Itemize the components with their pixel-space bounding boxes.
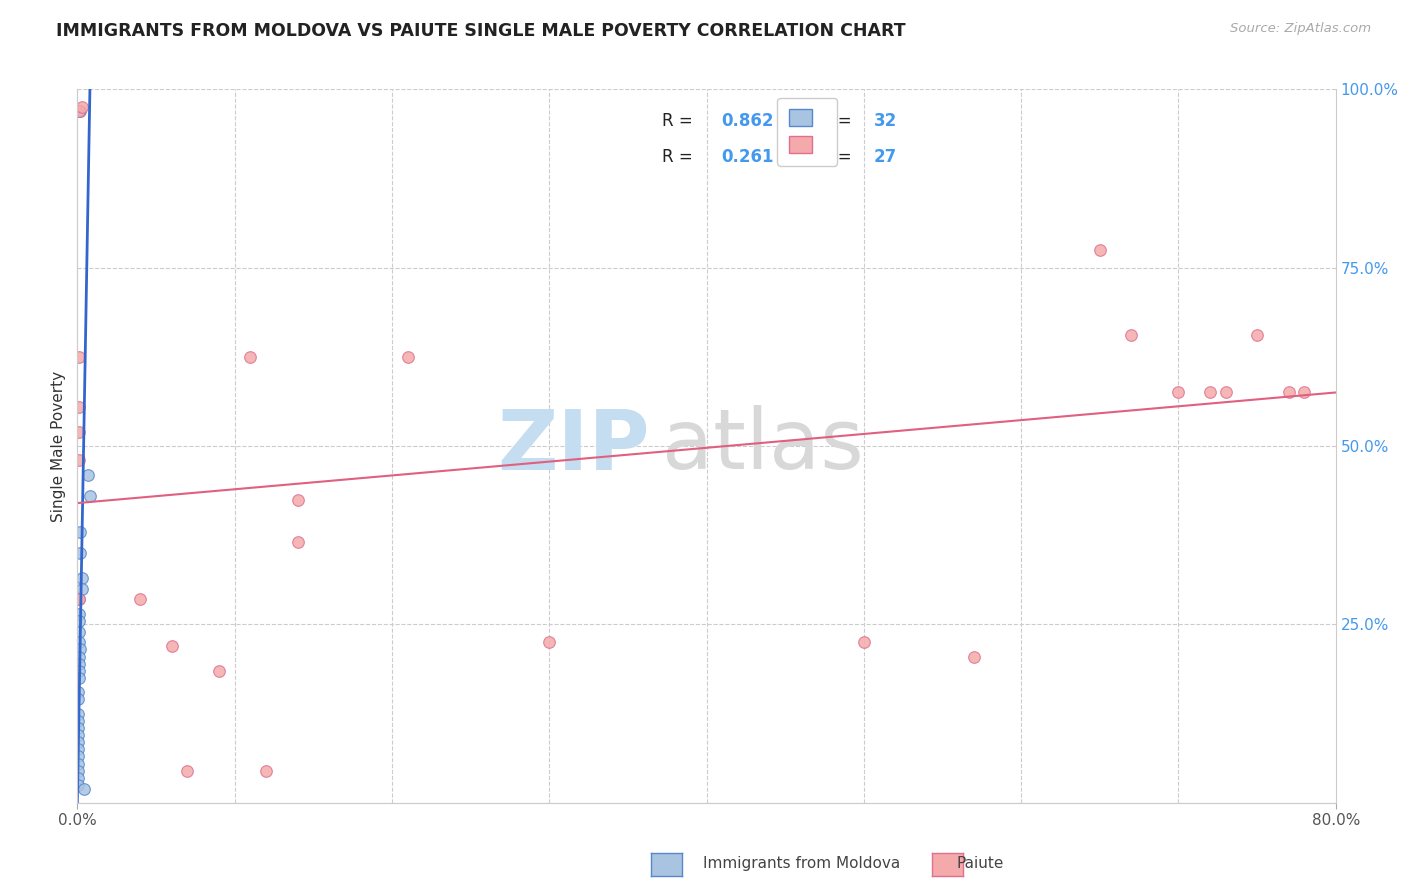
- Point: [70, 571, 93, 585]
- Point: [963, 649, 986, 664]
- Text: N =: N =: [820, 148, 856, 166]
- Point: [1199, 385, 1222, 400]
- Point: [538, 635, 561, 649]
- Point: [1121, 328, 1143, 343]
- Point: [72, 781, 94, 796]
- Text: R =: R =: [662, 112, 699, 130]
- Text: Paiute: Paiute: [956, 856, 1004, 871]
- Point: [67, 624, 90, 639]
- Point: [69, 524, 91, 539]
- Point: [396, 350, 419, 364]
- Point: [67, 103, 90, 118]
- Point: [67, 350, 90, 364]
- Point: [67, 103, 90, 118]
- Text: ZIP: ZIP: [498, 406, 650, 486]
- Point: [67, 453, 90, 467]
- Legend: , : ,: [778, 97, 837, 166]
- Point: [287, 535, 309, 549]
- Point: [69, 546, 91, 560]
- Point: [70, 100, 93, 114]
- Text: 27: 27: [875, 148, 897, 166]
- Point: [66, 714, 89, 728]
- Point: [287, 492, 309, 507]
- Point: [70, 582, 93, 596]
- Point: [67, 657, 90, 671]
- Point: [66, 706, 89, 721]
- Point: [77, 467, 100, 482]
- Point: [67, 607, 90, 621]
- Point: [67, 592, 90, 607]
- Point: [66, 721, 89, 735]
- Text: R =: R =: [662, 148, 699, 166]
- Point: [66, 685, 89, 699]
- Point: [67, 400, 90, 414]
- Text: atlas: atlas: [662, 406, 865, 486]
- Text: 32: 32: [875, 112, 897, 130]
- Text: 0.862: 0.862: [721, 112, 775, 130]
- Point: [66, 778, 89, 792]
- Point: [254, 764, 277, 778]
- Point: [79, 489, 101, 503]
- Point: [67, 664, 90, 678]
- Point: [1167, 385, 1189, 400]
- Point: [1088, 243, 1111, 257]
- Point: [208, 664, 231, 678]
- Point: [66, 771, 89, 785]
- Text: 0.261: 0.261: [721, 148, 775, 166]
- Point: [67, 649, 90, 664]
- Point: [67, 592, 90, 607]
- Point: [239, 350, 262, 364]
- Point: [129, 592, 152, 607]
- Point: [66, 756, 89, 771]
- Point: [67, 425, 90, 439]
- Point: [66, 764, 89, 778]
- Text: Immigrants from Moldova: Immigrants from Moldova: [703, 856, 900, 871]
- Point: [1215, 385, 1237, 400]
- Point: [66, 728, 89, 742]
- Point: [67, 635, 90, 649]
- Point: [69, 103, 91, 118]
- Y-axis label: Single Male Poverty: Single Male Poverty: [51, 370, 66, 522]
- Point: [66, 742, 89, 756]
- Point: [66, 735, 89, 749]
- Point: [67, 614, 90, 628]
- Text: N =: N =: [820, 112, 856, 130]
- Point: [1294, 385, 1316, 400]
- Point: [67, 671, 90, 685]
- Point: [160, 639, 183, 653]
- Text: IMMIGRANTS FROM MOLDOVA VS PAIUTE SINGLE MALE POVERTY CORRELATION CHART: IMMIGRANTS FROM MOLDOVA VS PAIUTE SINGLE…: [56, 22, 905, 40]
- Point: [69, 642, 91, 657]
- Point: [176, 764, 198, 778]
- Point: [1277, 385, 1299, 400]
- Point: [66, 692, 89, 706]
- Point: [1246, 328, 1268, 343]
- Point: [852, 635, 875, 649]
- Text: Source: ZipAtlas.com: Source: ZipAtlas.com: [1230, 22, 1371, 36]
- Point: [66, 749, 89, 764]
